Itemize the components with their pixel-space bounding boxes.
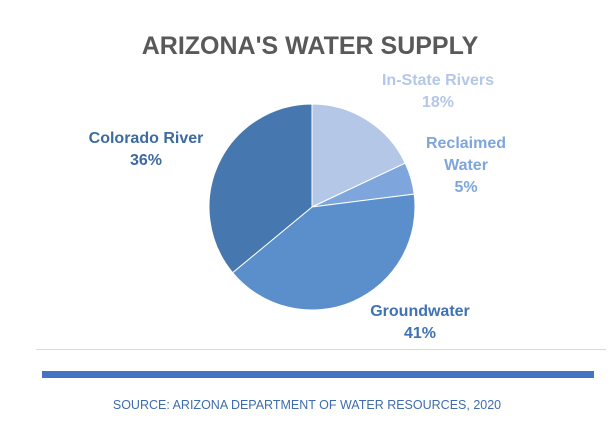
accent-bar	[42, 371, 594, 378]
slice-label-reclaimed-water: Reclaimed Water 5%	[426, 135, 506, 196]
pie-labels: In-State Rivers 18% Reclaimed Water 5% Ground…	[89, 72, 506, 340]
slice-in-state-rivers	[311, 103, 406, 208]
pie-slices	[208, 103, 416, 311]
divider-line	[36, 349, 606, 350]
slice-label-groundwater: Groundwater 41%	[370, 303, 470, 340]
pie-chart: ARIZONA'S WATER SUPPLY In-State Rivers 18…	[89, 32, 506, 340]
source-note: SOURCE: ARIZONA DEPARTMENT OF WATER RESO…	[112, 398, 502, 412]
slice-groundwater	[231, 193, 416, 311]
slice-label-colorado-river: Colorado River 36%	[89, 130, 204, 169]
chart-title: ARIZONA'S WATER SUPPLY	[142, 32, 479, 60]
slice-colorado-river	[208, 103, 313, 274]
slice-label-in-state-rivers: In-State Rivers 18%	[382, 72, 494, 111]
